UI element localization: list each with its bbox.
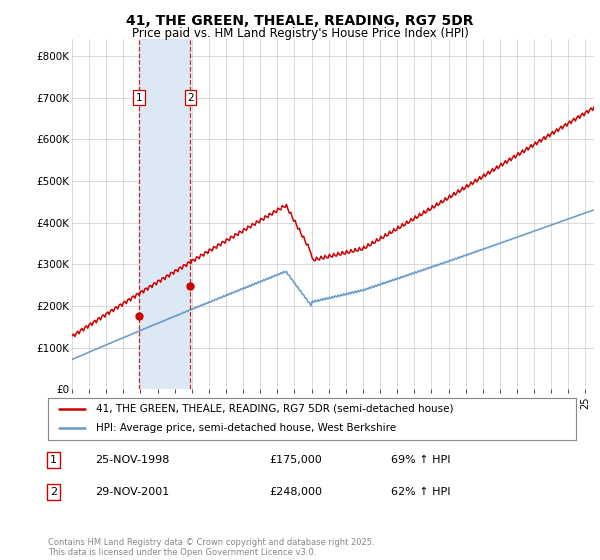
Text: 41, THE GREEN, THEALE, READING, RG7 5DR (semi-detached house): 41, THE GREEN, THEALE, READING, RG7 5DR … bbox=[95, 404, 453, 414]
Text: 1: 1 bbox=[50, 455, 57, 465]
Text: 29-NOV-2001: 29-NOV-2001 bbox=[95, 487, 170, 497]
Text: Contains HM Land Registry data © Crown copyright and database right 2025.
This d: Contains HM Land Registry data © Crown c… bbox=[48, 538, 374, 557]
Text: 62% ↑ HPI: 62% ↑ HPI bbox=[391, 487, 451, 497]
Text: 2: 2 bbox=[50, 487, 57, 497]
Text: Price paid vs. HM Land Registry's House Price Index (HPI): Price paid vs. HM Land Registry's House … bbox=[131, 27, 469, 40]
Text: 41, THE GREEN, THEALE, READING, RG7 5DR: 41, THE GREEN, THEALE, READING, RG7 5DR bbox=[126, 14, 474, 28]
Text: HPI: Average price, semi-detached house, West Berkshire: HPI: Average price, semi-detached house,… bbox=[95, 423, 395, 433]
Text: 1: 1 bbox=[136, 92, 142, 102]
Text: 2: 2 bbox=[187, 92, 194, 102]
Text: 25-NOV-1998: 25-NOV-1998 bbox=[95, 455, 170, 465]
Text: £175,000: £175,000 bbox=[270, 455, 323, 465]
Text: £248,000: £248,000 bbox=[270, 487, 323, 497]
Bar bbox=[139, 39, 190, 389]
Text: 69% ↑ HPI: 69% ↑ HPI bbox=[391, 455, 451, 465]
